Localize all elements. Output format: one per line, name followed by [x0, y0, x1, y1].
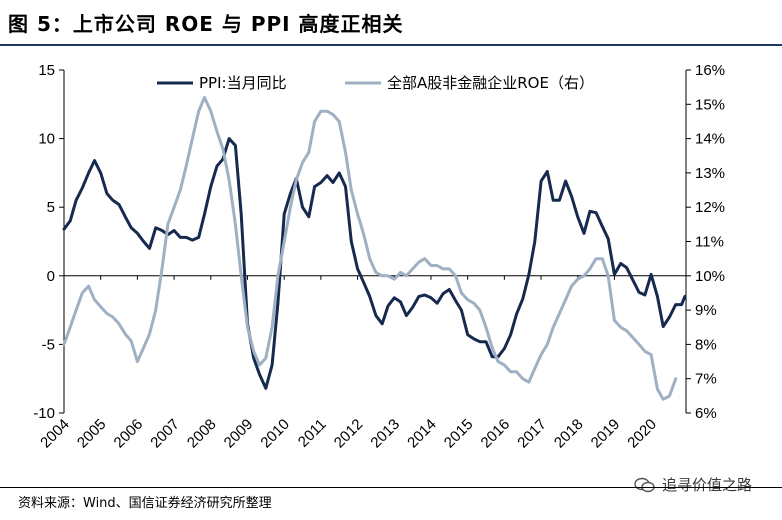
page-title: 图 5：上市公司 ROE 与 PPI 高度正相关 [8, 12, 404, 36]
y-right-tick-label: 10% [695, 268, 725, 285]
y-right-tick-label: 16% [695, 62, 725, 79]
x-tick-label: 2006 [111, 416, 147, 452]
y-right-tick-label: 7% [695, 371, 717, 388]
x-tick-label: 2008 [184, 416, 220, 452]
y-right-tick-label: 6% [695, 405, 717, 422]
y-right-tick-label: 11% [695, 234, 724, 251]
x-tick-label: 2016 [478, 416, 514, 452]
source-note: 资料来源：Wind、国信证券经济研究所整理 [18, 496, 272, 511]
x-tick-label: 2009 [221, 416, 257, 452]
y-left-tick-label: 10 [38, 131, 55, 148]
x-tick-label: 2010 [257, 416, 293, 452]
y-right-tick-label: 12% [695, 199, 725, 216]
chart: 15 10 5 0 -5 -10 16% 15% 14% 13% 12% 11% 10% 9% 8% 7% 6%… [33, 62, 725, 451]
y-left-tick-label: 5 [47, 199, 55, 216]
x-tick-label: 2012 [331, 416, 367, 452]
x-tick-label: 2007 [147, 416, 183, 452]
title-rule [0, 44, 782, 46]
y-right-tick-label: 13% [695, 165, 725, 182]
x-tick-label: 2018 [551, 416, 587, 452]
legend-item-ppi: PPI:当月同比 [157, 74, 287, 92]
legend-label: PPI:当月同比 [199, 74, 287, 92]
x-tick-label: 2011 [295, 416, 330, 451]
y-left-tick-label: 15 [38, 62, 55, 79]
chart-legend: PPI:当月同比 全部A股非金融企业ROE（右） [157, 74, 594, 92]
source-rule [0, 487, 782, 488]
x-tick-label: 2005 [74, 416, 110, 452]
x-tick-label: 2015 [441, 416, 477, 452]
x-tick-label: 2020 [624, 416, 660, 452]
wechat-icon [634, 477, 655, 492]
watermark-text: 追寻价值之路 [661, 476, 752, 494]
x-tick-label: 2019 [588, 416, 624, 452]
series-line-roe [62, 95, 678, 401]
x-tick-label: 2014 [404, 416, 440, 452]
chart-axes: 15 10 5 0 -5 -10 16% 15% 14% 13% 12% 11% 10% 9% 8% 7% 6%… [33, 62, 725, 451]
y-right-tick-label: 15% [695, 96, 725, 113]
y-right-tick-label: 9% [695, 302, 717, 319]
y-left-tick-label: 0 [47, 268, 55, 285]
y-left-tick-label: -10 [33, 405, 55, 422]
y-left-tick-label: -5 [42, 336, 55, 353]
y-right-tick-label: 14% [695, 131, 725, 148]
x-tick-label: 2013 [367, 416, 403, 452]
watermark: 追寻价值之路 [634, 474, 752, 495]
chart-series-layer [62, 95, 687, 401]
title-bar: 图 5：上市公司 ROE 与 PPI 高度正相关 [0, 0, 782, 44]
x-tick-label: 2017 [514, 416, 550, 452]
y-right-tick-label: 8% [695, 336, 717, 353]
legend-item-roe: 全部A股非金融企业ROE（右） [345, 74, 594, 92]
legend-label: 全部A股非金融企业ROE（右） [387, 74, 594, 92]
